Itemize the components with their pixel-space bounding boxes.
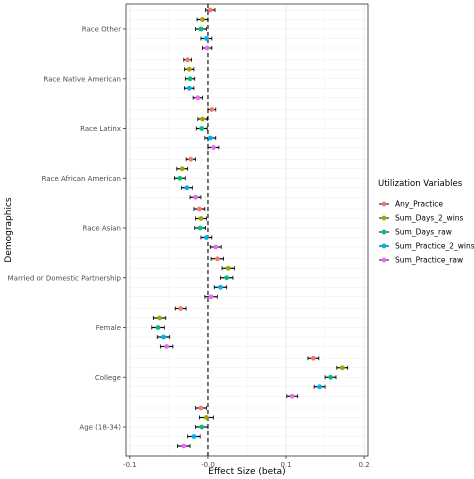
legend-key-point bbox=[381, 201, 387, 207]
x-tick-label: -0.0 bbox=[201, 461, 215, 469]
legend-item: Sum_Days_raw bbox=[379, 228, 452, 237]
data-point bbox=[157, 315, 162, 321]
x-axis-title: Effect Size (beta) bbox=[208, 467, 285, 477]
data-point bbox=[214, 256, 220, 262]
data-point bbox=[196, 206, 202, 212]
data-point bbox=[199, 126, 205, 131]
x-tick-label: 0.1 bbox=[280, 461, 291, 469]
y-tick-label: College bbox=[95, 374, 121, 382]
x-axis: -0.1 -0.0 0.1 0.2 bbox=[123, 456, 370, 469]
data-point bbox=[198, 26, 204, 32]
x-tick-label: -0.1 bbox=[123, 461, 137, 469]
y-tick-label: Female bbox=[96, 324, 121, 332]
data-point bbox=[328, 374, 333, 380]
data-point bbox=[310, 355, 316, 361]
data-point bbox=[178, 306, 184, 311]
legend-label: Sum_Practice_2_wins bbox=[395, 242, 474, 251]
legend-key-point bbox=[381, 229, 387, 235]
y-tick-label: Race Latinx bbox=[80, 125, 121, 133]
y-tick-label: Age (18-34) bbox=[79, 424, 121, 432]
data-point bbox=[177, 175, 183, 181]
data-point bbox=[185, 57, 191, 63]
data-point bbox=[207, 7, 213, 13]
data-point bbox=[193, 194, 198, 200]
legend-title: Utilization Variables bbox=[378, 179, 463, 189]
y-tick-label: Race Asian bbox=[83, 225, 122, 233]
data-point bbox=[198, 216, 204, 221]
data-point bbox=[184, 185, 190, 191]
data-point bbox=[200, 17, 205, 22]
data-point bbox=[191, 434, 197, 439]
data-point bbox=[164, 344, 169, 349]
data-point bbox=[187, 76, 193, 82]
data-point bbox=[204, 415, 209, 420]
y-tick-label: Race African American bbox=[42, 175, 121, 183]
data-point bbox=[179, 166, 185, 172]
legend-label: Sum_Practice_raw bbox=[395, 256, 463, 265]
x-tick-label: 0.2 bbox=[359, 461, 370, 469]
y-axis-title: Demographics bbox=[4, 197, 14, 263]
legend-item: Sum_Practice_2_wins bbox=[379, 242, 474, 251]
grid-lines bbox=[126, 4, 368, 456]
data-point bbox=[199, 424, 205, 430]
data-point bbox=[188, 156, 194, 162]
legend-label: Sum_Days_raw bbox=[395, 228, 452, 237]
data-point bbox=[197, 225, 203, 231]
data-point bbox=[198, 405, 204, 411]
data-point bbox=[225, 265, 231, 271]
data-point bbox=[195, 95, 201, 101]
legend-item: Sum_Practice_raw bbox=[379, 256, 463, 265]
data-point bbox=[186, 66, 192, 72]
legend-key-point bbox=[381, 243, 387, 249]
data-point bbox=[211, 145, 216, 150]
legend-key-point bbox=[381, 257, 387, 263]
legend-item: Any_Practice bbox=[379, 200, 443, 209]
data-point bbox=[213, 244, 219, 250]
data-point bbox=[207, 135, 213, 141]
data-point bbox=[339, 365, 345, 371]
legend-item: Sum_Days_2_wins bbox=[379, 214, 464, 223]
y-tick-label: Race Native American bbox=[43, 75, 121, 83]
data-point bbox=[204, 235, 209, 240]
data-marks bbox=[151, 7, 349, 449]
data-point bbox=[204, 45, 210, 51]
data-point bbox=[289, 393, 295, 399]
y-tick-label: Married or Domestic Partnership bbox=[8, 274, 122, 282]
y-tick-label: Race Other bbox=[82, 26, 121, 34]
legend: Utilization Variables Any_Practice Sum_Day… bbox=[378, 179, 474, 265]
data-point bbox=[204, 36, 209, 41]
data-point bbox=[224, 275, 230, 281]
y-axis: Race Other Race Native American Race Latin… bbox=[8, 26, 126, 432]
data-point bbox=[208, 294, 214, 300]
data-point bbox=[218, 284, 223, 290]
panel-border bbox=[125, 3, 369, 457]
data-point bbox=[200, 116, 205, 122]
data-point bbox=[155, 325, 161, 330]
data-point bbox=[186, 85, 192, 91]
data-point bbox=[161, 334, 166, 340]
data-point bbox=[181, 443, 187, 449]
legend-key-point bbox=[381, 215, 387, 221]
data-point bbox=[317, 384, 322, 390]
legend-label: Sum_Days_2_wins bbox=[395, 214, 464, 223]
legend-label: Any_Practice bbox=[395, 200, 443, 209]
data-point bbox=[209, 107, 215, 112]
